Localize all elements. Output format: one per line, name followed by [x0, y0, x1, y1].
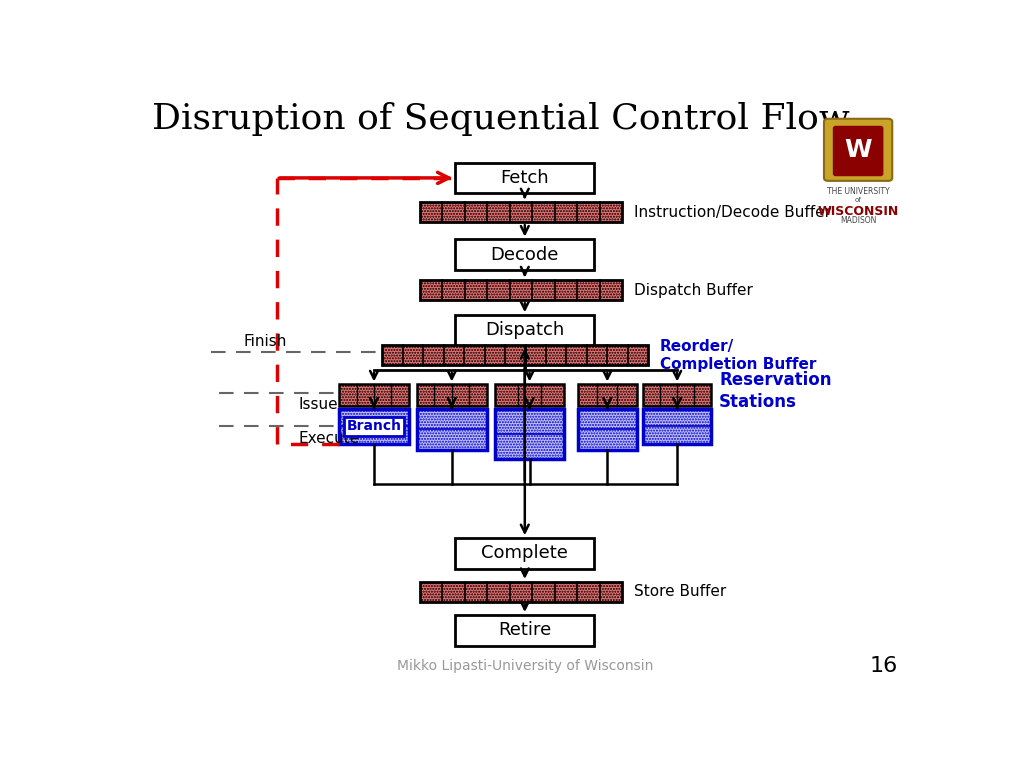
Bar [578, 409, 637, 450]
Bar [420, 280, 622, 300]
Text: MADISON: MADISON [840, 217, 877, 225]
Bar [495, 409, 564, 459]
Bar [420, 582, 622, 602]
Text: Branch: Branch [346, 419, 401, 433]
Text: 16: 16 [869, 656, 898, 676]
Text: Instruction/Decode Buffer: Instruction/Decode Buffer [634, 205, 830, 220]
FancyBboxPatch shape [834, 127, 883, 176]
Text: Disruption of Sequential Control Flow: Disruption of Sequential Control Flow [152, 102, 850, 136]
Bar [456, 615, 594, 646]
Bar [382, 346, 648, 366]
Text: Mikko Lipasti-University of Wisconsin: Mikko Lipasti-University of Wisconsin [396, 659, 653, 673]
Text: WISCONSIN: WISCONSIN [817, 204, 899, 217]
Text: Finish: Finish [243, 334, 287, 349]
Text: Reservation
Stations: Reservation Stations [719, 371, 831, 411]
Bar [578, 384, 637, 406]
Text: THE UNIVERSITY: THE UNIVERSITY [826, 187, 890, 196]
Bar [339, 384, 409, 406]
Bar [643, 409, 711, 444]
Text: Dispatch: Dispatch [485, 322, 564, 339]
Text: of: of [855, 197, 861, 204]
Bar [339, 409, 409, 444]
Text: Dispatch Buffer: Dispatch Buffer [634, 283, 753, 298]
Text: Execute: Execute [299, 431, 359, 446]
Bar [420, 202, 622, 222]
Text: Store Buffer: Store Buffer [634, 584, 726, 599]
Bar [643, 384, 711, 406]
Bar [417, 384, 486, 406]
Bar [417, 409, 486, 450]
Text: Complete: Complete [481, 545, 568, 562]
Text: Retire: Retire [498, 621, 552, 639]
Text: W: W [845, 138, 871, 162]
Text: Decode: Decode [490, 246, 559, 263]
Text: Fetch: Fetch [501, 169, 549, 187]
FancyBboxPatch shape [824, 119, 892, 181]
Bar [456, 538, 594, 569]
Bar [456, 315, 594, 346]
Text: Issue: Issue [299, 397, 338, 412]
Bar [456, 240, 594, 270]
Bar [456, 163, 594, 194]
Text: Reorder/
Completion Buffer: Reorder/ Completion Buffer [660, 339, 816, 372]
Bar [495, 384, 564, 406]
